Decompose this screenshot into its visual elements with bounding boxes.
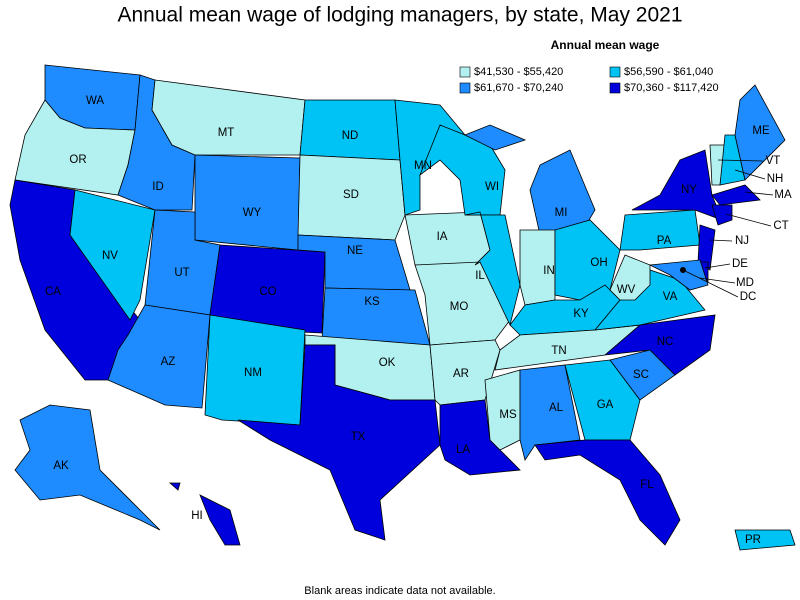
state-label: CA	[45, 286, 61, 298]
state-label: KY	[573, 308, 589, 320]
state-region	[711, 204, 733, 226]
state-label: AR	[453, 368, 469, 380]
state-label: GA	[597, 399, 614, 411]
state-label: MS	[499, 409, 517, 421]
state-label: MD	[736, 277, 754, 289]
leader-line	[717, 159, 764, 162]
state-label: SD	[343, 189, 359, 201]
labels: WA OR CA NV ID MT WY UT CO AZ NM ND SD NE KS OK TX MN IA MO…	[45, 95, 792, 546]
state-label: NE	[347, 245, 363, 257]
state-label: ND	[342, 130, 359, 142]
legend-swatch	[609, 66, 621, 78]
state-region	[619, 209, 701, 251]
legend-label: $56,590 - $61,040	[624, 66, 713, 78]
state-label: VA	[663, 291, 678, 303]
state-region	[69, 189, 156, 321]
state-label: OK	[379, 357, 396, 369]
state-region	[464, 211, 521, 327]
state-label: UT	[174, 267, 189, 279]
state-region	[168, 482, 241, 546]
state-label: OR	[69, 154, 86, 166]
state-label: WI	[485, 181, 499, 193]
state-label: MO	[450, 301, 469, 313]
state-label: MA	[774, 189, 792, 201]
state-region	[697, 224, 716, 271]
state-label: KS	[364, 296, 380, 308]
state-label: WV	[617, 284, 636, 296]
state-label: AZ	[161, 356, 176, 368]
state-region	[534, 439, 681, 546]
state-label: FL	[640, 479, 654, 491]
state-label: VT	[766, 155, 781, 167]
state-label: NC	[657, 336, 674, 348]
state-label: PR	[745, 534, 761, 546]
state-region	[194, 154, 301, 251]
state-region	[484, 369, 521, 451]
legend-swatch	[459, 82, 471, 94]
state-region	[151, 79, 306, 156]
state-label: NJ	[735, 235, 749, 247]
leader-line	[734, 169, 766, 180]
state-label: IL	[475, 270, 485, 282]
state-label: WA	[86, 95, 104, 107]
state-region	[554, 219, 621, 301]
state-label: OH	[590, 257, 607, 269]
state-label: SC	[633, 369, 649, 381]
state-region	[734, 529, 796, 551]
legend-swatch	[459, 66, 471, 78]
state-label: MI	[555, 207, 568, 219]
state-label: MN	[414, 160, 432, 172]
legend-title: Annual mean wage	[551, 38, 660, 52]
map-title: Annual mean wage of lodging managers, by…	[117, 4, 682, 27]
state-label: IA	[437, 231, 448, 243]
state-label: NM	[244, 367, 262, 379]
leader-line	[699, 277, 736, 284]
state-label: TX	[351, 431, 366, 443]
leader-line	[725, 213, 772, 227]
state-label: IN	[543, 265, 555, 277]
legend-swatch	[609, 82, 621, 94]
state-label: NH	[767, 173, 784, 185]
state-label: DC	[740, 291, 757, 303]
legend-label: $61,670 - $70,240	[474, 82, 563, 94]
leader-line	[709, 239, 733, 242]
state-label: MT	[218, 127, 235, 139]
state-label: WY	[243, 207, 262, 219]
states	[9, 64, 796, 551]
state-region	[648, 259, 709, 291]
leader-line	[704, 263, 731, 269]
state-label: NV	[102, 250, 118, 262]
state-region	[207, 244, 326, 334]
state-label: ID	[152, 181, 164, 193]
state-region	[711, 184, 761, 206]
state-label: CO	[259, 286, 276, 298]
state-label: PA	[657, 235, 672, 247]
legend-label: $41,530 - $55,420	[474, 66, 563, 78]
state-region	[404, 211, 491, 266]
leader-line	[682, 269, 739, 298]
state-label: CT	[773, 220, 788, 232]
state-label: ME	[752, 125, 770, 137]
state-region	[107, 304, 211, 409]
state-region	[631, 149, 723, 221]
state-region	[609, 254, 651, 301]
state-region	[297, 154, 406, 241]
state-region	[564, 359, 641, 441]
state-label: LA	[456, 444, 470, 456]
state-region	[14, 404, 161, 531]
legend-label: $70,360 - $117,420	[624, 82, 719, 94]
state-region	[237, 344, 441, 541]
state-label: AK	[53, 460, 69, 472]
state-region	[439, 399, 521, 476]
state-label: AL	[549, 402, 564, 414]
state-label: HI	[191, 510, 203, 522]
footnote: Blank areas indicate data not available.	[304, 585, 495, 597]
state-label: TN	[551, 345, 566, 357]
state-label: NY	[681, 184, 697, 196]
state-label: DE	[732, 258, 748, 270]
leader-line	[744, 191, 774, 196]
